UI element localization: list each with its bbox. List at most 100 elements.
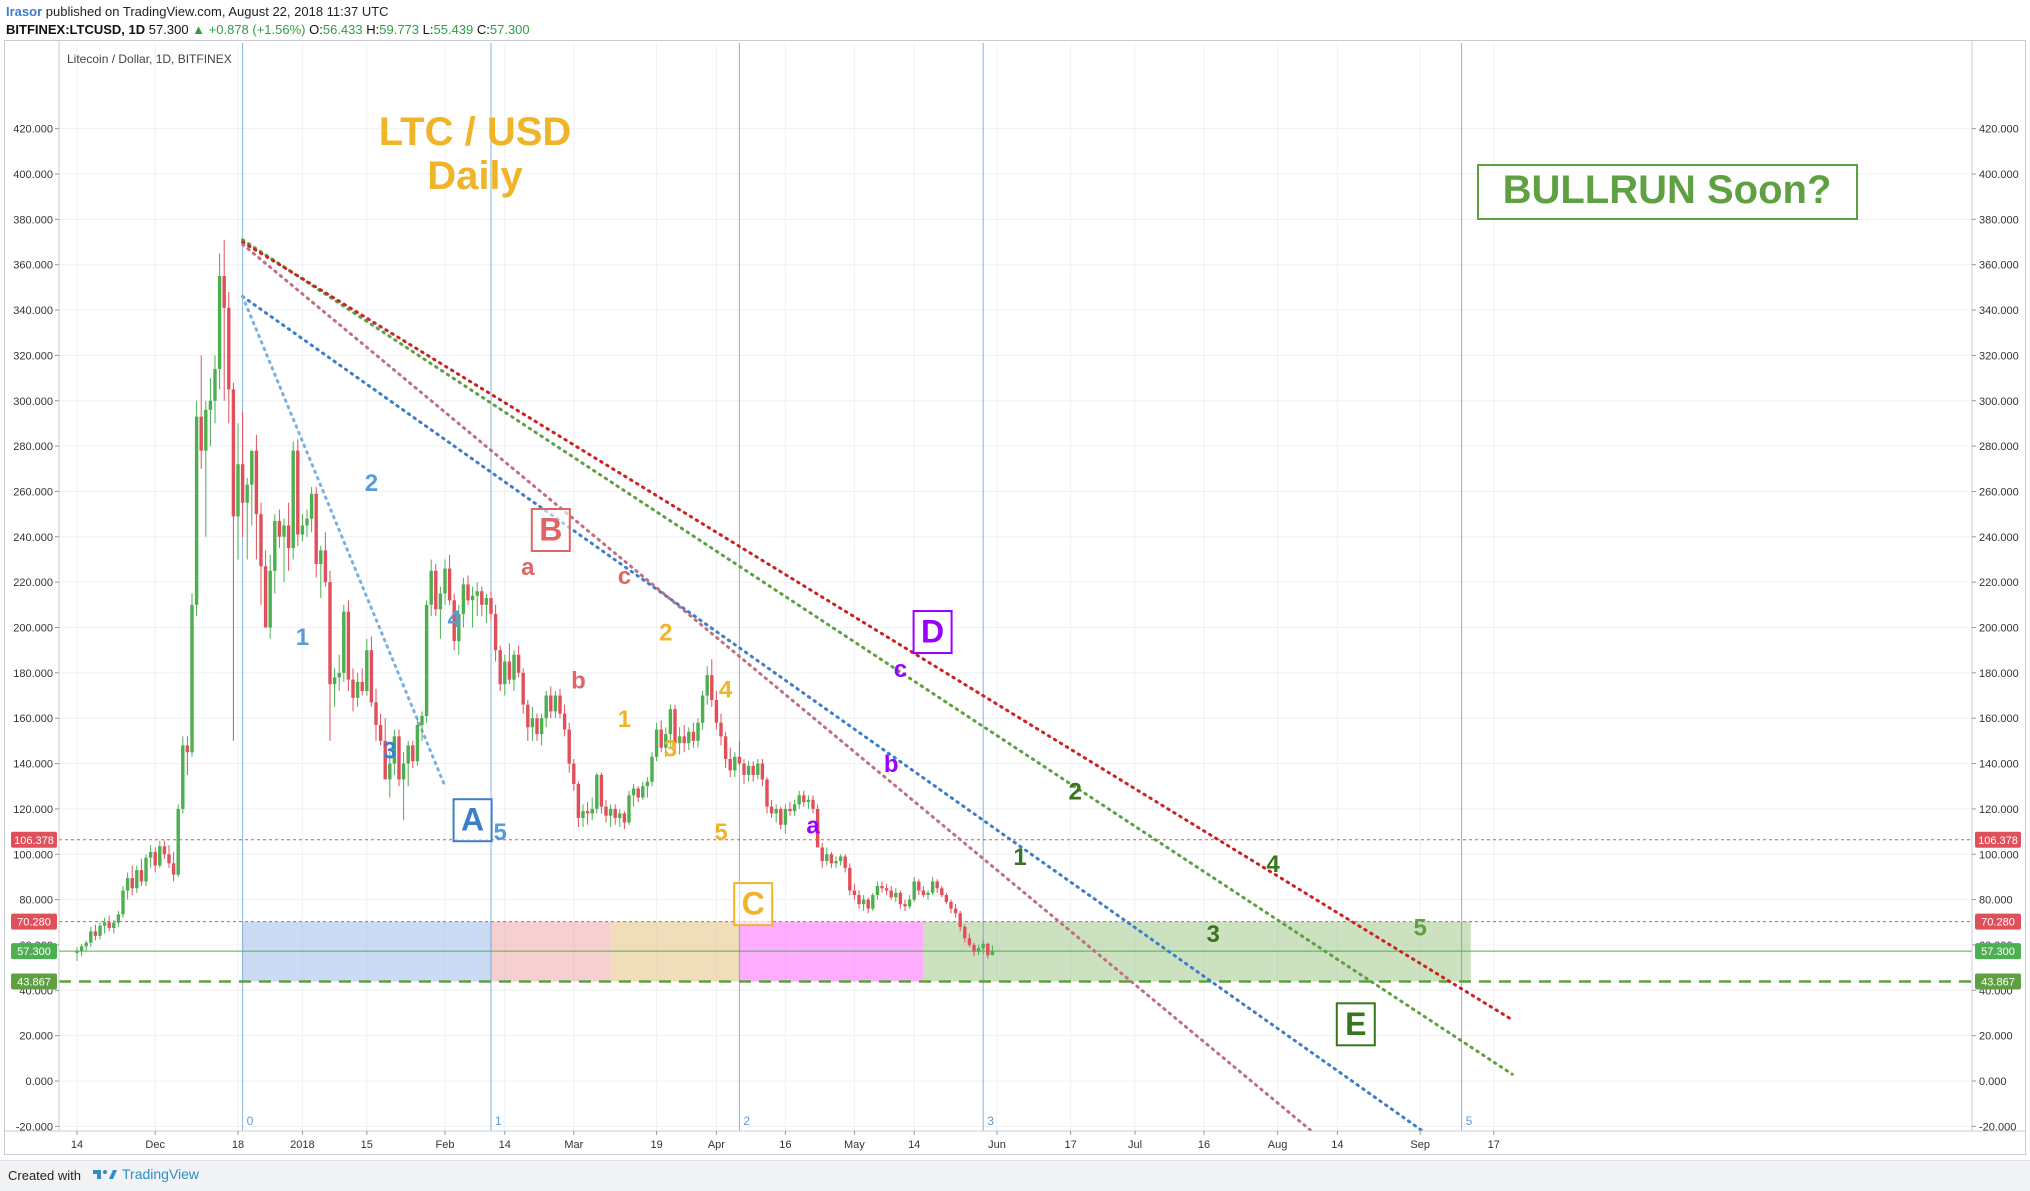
candle-body xyxy=(700,695,705,723)
candle-body xyxy=(673,709,677,744)
x-tick-label: 14 xyxy=(499,1139,511,1151)
y-tick-label-left: 260.000 xyxy=(13,486,53,498)
candle-body xyxy=(636,788,640,798)
candle-body xyxy=(346,611,351,680)
candle-body xyxy=(737,756,742,764)
chart-title: Litecoin / Dollar, 1D, BITFINEX xyxy=(67,52,232,66)
candle-body xyxy=(710,675,714,701)
candle-body xyxy=(314,493,318,565)
y-tick-label-right: 160.000 xyxy=(1979,713,2019,725)
publish-info: Irasor published on TradingView.com, Aug… xyxy=(6,4,389,19)
candle-body xyxy=(677,736,682,744)
y-tick-label-left: 140.000 xyxy=(13,759,53,771)
candle-body xyxy=(470,595,475,601)
wave-box-label: A xyxy=(461,802,484,838)
candle-body xyxy=(461,584,466,614)
candle-body xyxy=(866,899,870,909)
candle-body xyxy=(857,895,861,905)
tradingview-link[interactable]: TradingView xyxy=(92,1166,199,1182)
candle-body xyxy=(976,948,981,952)
candle-body xyxy=(107,922,111,928)
x-tick-label: 16 xyxy=(779,1139,791,1151)
x-tick-label: 16 xyxy=(1198,1139,1210,1151)
candle-body xyxy=(650,756,654,782)
candle-body xyxy=(668,709,673,735)
candle-body xyxy=(213,369,217,401)
candle-body xyxy=(949,901,953,909)
candle-body xyxy=(282,525,286,537)
y-tick-label-right: 340.000 xyxy=(1979,305,2019,317)
big-title-line2: Daily xyxy=(427,154,523,198)
x-tick-label: Aug xyxy=(1268,1139,1288,1151)
close-label: C: xyxy=(476,22,490,37)
candle-body xyxy=(861,899,866,905)
candle-body xyxy=(98,925,102,936)
y-tick-label-right: 20.000 xyxy=(1979,1031,2013,1043)
y-tick-label-right: 320.000 xyxy=(1979,350,2019,362)
price-tag-right: 70.280 xyxy=(1981,917,2015,929)
candle-body xyxy=(328,582,332,685)
candle-body xyxy=(498,650,502,685)
x-tick-label: 17 xyxy=(1064,1139,1076,1151)
elliott-zone xyxy=(610,921,740,982)
elliott-zone xyxy=(491,921,611,982)
candle-body xyxy=(397,736,401,780)
candle-body xyxy=(351,679,355,698)
wave-label: 3 xyxy=(1207,921,1220,948)
candle-body xyxy=(521,672,525,705)
bullrun-box xyxy=(1477,164,1858,220)
y-tick-label-right: 80.000 xyxy=(1979,895,2013,907)
candle-body xyxy=(259,514,263,567)
candle-body xyxy=(300,525,305,535)
candle-body xyxy=(516,654,521,673)
wave-label: b xyxy=(571,667,586,694)
y-tick-label-right: 220.000 xyxy=(1979,577,2019,589)
candle-body xyxy=(958,913,962,927)
time-cycle-label: 5 xyxy=(1466,1114,1473,1128)
candle-body xyxy=(342,611,346,673)
candle-body xyxy=(176,808,180,875)
candle-body xyxy=(452,600,456,642)
x-tick-label: 2018 xyxy=(290,1139,314,1151)
candle-body xyxy=(544,695,548,719)
candle-body xyxy=(806,799,811,803)
candle-body xyxy=(659,729,663,748)
x-tick-label: 17 xyxy=(1488,1139,1500,1151)
wave-label: 5 xyxy=(714,819,727,846)
candle-body xyxy=(125,878,130,891)
open-value: 56.433 xyxy=(322,22,363,37)
wave-label: 1 xyxy=(1013,844,1026,871)
candle-body xyxy=(231,389,236,517)
candle-body xyxy=(581,811,585,818)
candle-body xyxy=(585,811,590,814)
candle-body xyxy=(153,851,157,866)
candle-body xyxy=(664,734,668,748)
open-label: O: xyxy=(309,22,323,37)
candle-body xyxy=(286,525,291,549)
candle-body xyxy=(135,870,139,889)
candle-body xyxy=(535,718,539,735)
author-link[interactable]: Irasor xyxy=(6,4,43,19)
candle-body xyxy=(420,715,424,726)
y-tick-label-right: 240.000 xyxy=(1979,532,2019,544)
candle-body xyxy=(714,700,719,723)
x-tick-label: Sep xyxy=(1410,1139,1430,1151)
wave-label: 2 xyxy=(1069,778,1082,805)
chart-frame[interactable]: 0 1 2 3 5 1 2 3 4 5 a b c 1 2 3 4 5 a b c 1 2 3 4 5 A B C D E Litecoin … xyxy=(4,40,2026,1155)
close-value: 57.300 xyxy=(489,22,530,37)
candle-body xyxy=(935,881,939,889)
candle-body xyxy=(526,704,530,728)
candle-body xyxy=(378,725,383,741)
candle-body xyxy=(148,851,153,858)
candle-body xyxy=(305,518,309,526)
y-tick-label-left: 20.000 xyxy=(19,1031,53,1043)
y-tick-label-right: 280.000 xyxy=(1979,441,2019,453)
candle-body xyxy=(185,745,190,753)
candle-body xyxy=(871,895,875,909)
candle-body xyxy=(112,922,116,928)
bullrun-text: BULLRUN Soon? xyxy=(1503,168,1832,212)
candle-body xyxy=(567,729,571,764)
candle-body xyxy=(475,591,479,596)
candle-body xyxy=(438,593,443,610)
